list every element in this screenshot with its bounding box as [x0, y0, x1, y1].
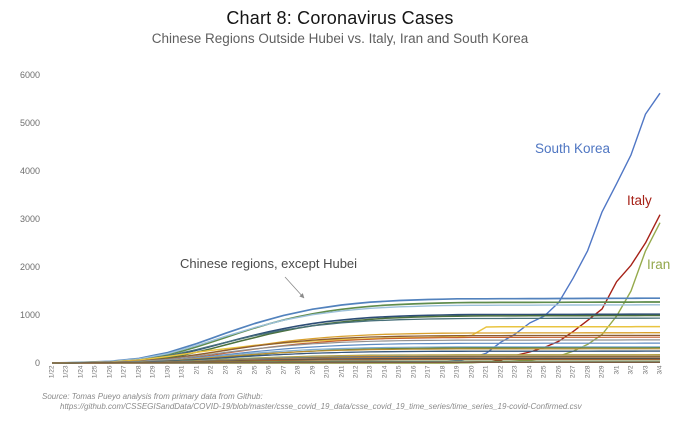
series-line-chinese-region-6: [51, 317, 661, 364]
source-url: https://github.com/CSSEGISandData/COVID-…: [60, 402, 582, 411]
series-line-chinese-region-13: [51, 346, 660, 364]
chart-subtitle: Chinese Regions Outside Hubei vs. Italy,…: [151, 31, 529, 46]
y-axis-tick-label: 6000: [19, 70, 40, 80]
chart-title: Chart 8: Coronavirus Cases: [226, 8, 454, 28]
x-axis-tick-label: 2/1: [193, 365, 201, 375]
series-line-chinese-region-26: [52, 357, 660, 364]
series-line-chinese-region-12: [52, 342, 660, 364]
series-line-chinese-region-19: [52, 354, 660, 364]
x-axis-tick-label: 2/23: [511, 365, 519, 379]
x-axis-tick-label: 2/9: [309, 365, 317, 375]
y-axis-tick-label: 0: [34, 358, 40, 368]
series-line-chinese-region-25: [52, 357, 660, 364]
x-axis-tick-label: 2/15: [395, 365, 403, 379]
x-axis-tick-label: 1/30: [164, 365, 172, 379]
x-axis-tick-label: 2/17: [424, 365, 432, 379]
y-axis-tick-label: 3000: [19, 214, 40, 224]
annotation-south-korea: South Korea: [535, 141, 611, 156]
series-line-chinese-region-30: [52, 360, 660, 364]
x-axis-tick-label: 2/12: [352, 365, 360, 379]
series-line-chinese-region-4: [51, 313, 660, 364]
x-axis-tick-label: 2/6: [265, 365, 273, 375]
series-line-chinese-region-32: [52, 362, 660, 364]
y-axis-tick-label: 5000: [19, 118, 40, 128]
x-axis-tick-label: 2/28: [584, 365, 592, 379]
y-axis-tick-label: 4000: [19, 166, 40, 176]
series-line-chinese-region-14: [52, 347, 661, 364]
series-line-italy: [52, 214, 661, 364]
x-axis-tick-label: 2/3: [222, 365, 230, 375]
x-axis-tick-label: 2/14: [381, 365, 389, 379]
series-line-chinese-region-29: [52, 358, 661, 364]
series-line-chinese-region-18: [52, 354, 661, 364]
x-axis-tick-label: 2/4: [236, 365, 244, 375]
series-line-chinese-region-16: [52, 350, 660, 364]
series-line-chinese-region-17: [52, 350, 660, 364]
series-line-chinese-region-11: [51, 339, 660, 364]
x-axis-tick-label: 3/4: [656, 365, 664, 375]
x-axis-tick-label: 1/29: [149, 365, 157, 379]
x-axis-tick-label: 2/18: [439, 365, 447, 379]
x-axis-tick-label: 1/23: [62, 365, 70, 379]
annotation-iran: Iran: [647, 257, 671, 272]
series-line-chinese-region-24: [52, 356, 660, 364]
series-line-chinese-region-23: [52, 356, 660, 364]
series-line-chinese-region-5: [52, 314, 660, 364]
x-axis-tick-label: 2/16: [410, 365, 418, 379]
x-axis-tick-label: 2/25: [540, 365, 548, 379]
series-line-chinese-region-3: [51, 304, 660, 364]
x-axis-tick-label: 2/8: [294, 365, 302, 375]
series-line-chinese-region-15: [51, 348, 660, 364]
series-line-chinese-region-10: [52, 336, 660, 364]
series-line-south-korea: [51, 92, 661, 364]
x-axis-tick-label: 1/25: [91, 365, 99, 379]
y-axis-tick-label: 1000: [19, 310, 40, 320]
x-axis-tick-label: 1/22: [48, 365, 56, 379]
x-axis-tick-label: 2/20: [468, 365, 476, 379]
series-line-chinese-region-28: [52, 358, 660, 364]
series-line-chinese-region-22: [52, 356, 660, 364]
annotation-italy: Italy: [627, 193, 652, 208]
x-axis-tick-label: 2/27: [569, 365, 577, 379]
x-axis-tick-label: 2/5: [251, 365, 259, 375]
series-line-chinese-region-2: [51, 301, 660, 364]
x-axis-tick-label: 2/10: [323, 365, 331, 379]
x-axis-tick-label: 1/24: [77, 365, 85, 379]
x-axis-tick-label: 2/21: [482, 365, 490, 379]
series-line-chinese-region-7: [51, 325, 660, 364]
series-line-chinese-region-21: [52, 355, 660, 364]
series-line-chinese-region-31: [52, 361, 660, 364]
x-axis-tick-label: 3/1: [613, 365, 621, 375]
x-axis-tick-label: 2/7: [280, 365, 288, 375]
source-credit: Source: Tomas Pueyo analysis from primar…: [42, 392, 263, 401]
x-axis-tick-label: 2/2: [207, 365, 215, 375]
x-axis-tick-label: 2/26: [555, 365, 563, 379]
series-line-chinese-region-9: [51, 334, 660, 364]
annotation-chinese-regions: Chinese regions, except Hubei: [180, 256, 358, 271]
series-line-chinese-region-20: [52, 355, 660, 364]
x-axis-tick-label: 1/31: [178, 365, 186, 379]
x-axis-tick-label: 2/29: [598, 365, 606, 379]
series-line-chinese-region-27: [52, 358, 660, 364]
x-axis-tick-label: 1/28: [135, 365, 143, 379]
x-axis-tick-label: 2/13: [366, 365, 374, 379]
x-axis-tick-label: 3/2: [627, 365, 635, 375]
x-axis-tick-label: 2/11: [338, 365, 346, 378]
x-axis-tick-label: 2/24: [526, 365, 534, 379]
x-axis-tick-label: 2/22: [497, 365, 505, 379]
series-line-chinese-region-8: [51, 332, 660, 364]
x-axis-tick-label: 2/19: [453, 365, 461, 379]
series-line-chinese-region-1: [51, 297, 660, 364]
y-axis-tick-label: 2000: [19, 262, 40, 272]
x-axis-tick-label: 3/3: [642, 365, 650, 375]
x-axis-tick-label: 1/26: [106, 365, 114, 379]
annotation-arrow: [284, 276, 305, 299]
series-line-iran: [52, 222, 661, 364]
x-axis-tick-label: 1/27: [120, 365, 128, 379]
